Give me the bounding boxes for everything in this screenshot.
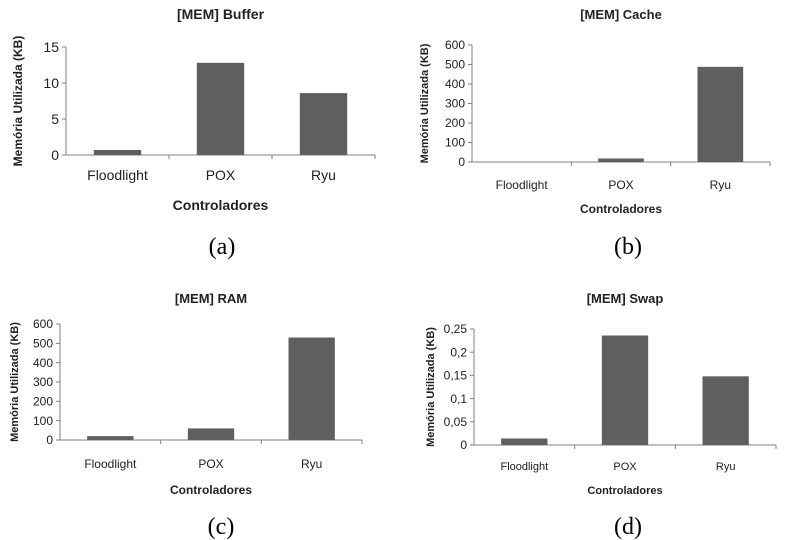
y-axis-label: Memória Utilizada (KB) bbox=[11, 36, 25, 167]
x-axis-label: Controladores bbox=[170, 483, 252, 497]
y-tick-label: 200 bbox=[33, 395, 53, 409]
y-tick-label: 300 bbox=[445, 97, 465, 111]
y-tick-label: 10 bbox=[43, 75, 59, 91]
y-tick-label: 0,05 bbox=[444, 415, 468, 429]
x-axis-label: Controladores bbox=[580, 202, 662, 216]
y-tick-label: 600 bbox=[445, 38, 465, 52]
y-tick-label: 0,25 bbox=[444, 322, 468, 336]
y-tick-label: 400 bbox=[445, 77, 465, 91]
panel-caption: (c) bbox=[208, 514, 235, 540]
y-tick-label: 300 bbox=[33, 375, 53, 389]
chart-title: [MEM] RAM bbox=[175, 291, 247, 306]
x-category-label: Ryu bbox=[716, 461, 736, 473]
x-category-label: Ryu bbox=[301, 457, 322, 471]
y-tick-label: 0 bbox=[458, 155, 465, 169]
y-tick-label: 200 bbox=[445, 116, 465, 130]
y-tick-label: 400 bbox=[33, 356, 53, 370]
y-tick-label: 500 bbox=[445, 58, 465, 72]
y-axis-label: Memória Utilizada (KB) bbox=[9, 322, 21, 442]
chart-title: [MEM] Cache bbox=[580, 7, 662, 22]
panel-caption: (b) bbox=[614, 234, 642, 260]
chart-title: [MEM] Buffer bbox=[177, 6, 265, 22]
bar-pox bbox=[196, 62, 245, 156]
y-tick-label: 600 bbox=[33, 317, 53, 331]
bar-ryu bbox=[702, 376, 749, 445]
panel-caption: (d) bbox=[614, 514, 642, 540]
bar-ryu bbox=[697, 66, 744, 162]
bar-pox bbox=[601, 335, 649, 445]
chart-title: [MEM] Swap bbox=[587, 291, 664, 306]
y-tick-label: 15 bbox=[43, 39, 59, 55]
x-category-label: Floodlight bbox=[84, 457, 137, 471]
y-tick-label: 0 bbox=[460, 438, 467, 452]
bar-pox bbox=[598, 158, 644, 162]
y-tick-label: 0,15 bbox=[444, 369, 468, 383]
bar-floodlight bbox=[93, 149, 142, 155]
x-category-label: Ryu bbox=[311, 167, 336, 183]
x-category-label: POX bbox=[613, 461, 637, 473]
x-category-label: Ryu bbox=[710, 178, 731, 192]
y-tick-label: 0 bbox=[51, 147, 59, 163]
chart-panel-2: [MEM] Cache 0 100 200 300 400 500 600 Floodlight… bbox=[419, 7, 771, 260]
y-tick-label: 0,1 bbox=[450, 392, 467, 406]
bar-floodlight bbox=[501, 438, 548, 445]
x-category-label: POX bbox=[206, 167, 236, 183]
y-tick-label: 100 bbox=[33, 414, 53, 428]
x-axis-label: Controladores bbox=[587, 485, 662, 497]
bar-ryu bbox=[288, 337, 335, 440]
y-tick-label: 500 bbox=[33, 337, 53, 351]
bar-floodlight bbox=[87, 436, 134, 440]
y-tick-label: 100 bbox=[445, 136, 465, 150]
panel-caption: (a) bbox=[209, 234, 236, 260]
chart-panel-4: [MEM] Swap 0 0,05 0,1 0,15 0,2 0,25 Floodlight P… bbox=[425, 291, 777, 540]
x-category-label: Floodlight bbox=[496, 178, 549, 192]
y-tick-label: 0,2 bbox=[450, 345, 467, 359]
y-axis-label: Memória Utilizada (KB) bbox=[425, 327, 437, 447]
bar-ryu bbox=[299, 93, 348, 155]
x-category-label: Floodlight bbox=[500, 461, 548, 473]
bar-pox bbox=[187, 428, 235, 440]
chart-panel-1: [MEM] Buffer 0 5 10 15 Floodlight POX Ryu Contro… bbox=[11, 6, 376, 260]
x-category-label: Floodlight bbox=[87, 167, 148, 183]
y-axis-label: Memória Utilizada (KB) bbox=[419, 43, 431, 163]
x-category-label: POX bbox=[198, 457, 223, 471]
y-tick-label: 0 bbox=[46, 433, 53, 447]
chart-panel-3: [MEM] RAM 0 100 200 300 400 500 600 Floodlight PO… bbox=[9, 291, 363, 540]
x-category-label: POX bbox=[608, 178, 633, 192]
y-tick-label: 5 bbox=[51, 111, 59, 127]
x-axis-label: Controladores bbox=[173, 197, 269, 213]
